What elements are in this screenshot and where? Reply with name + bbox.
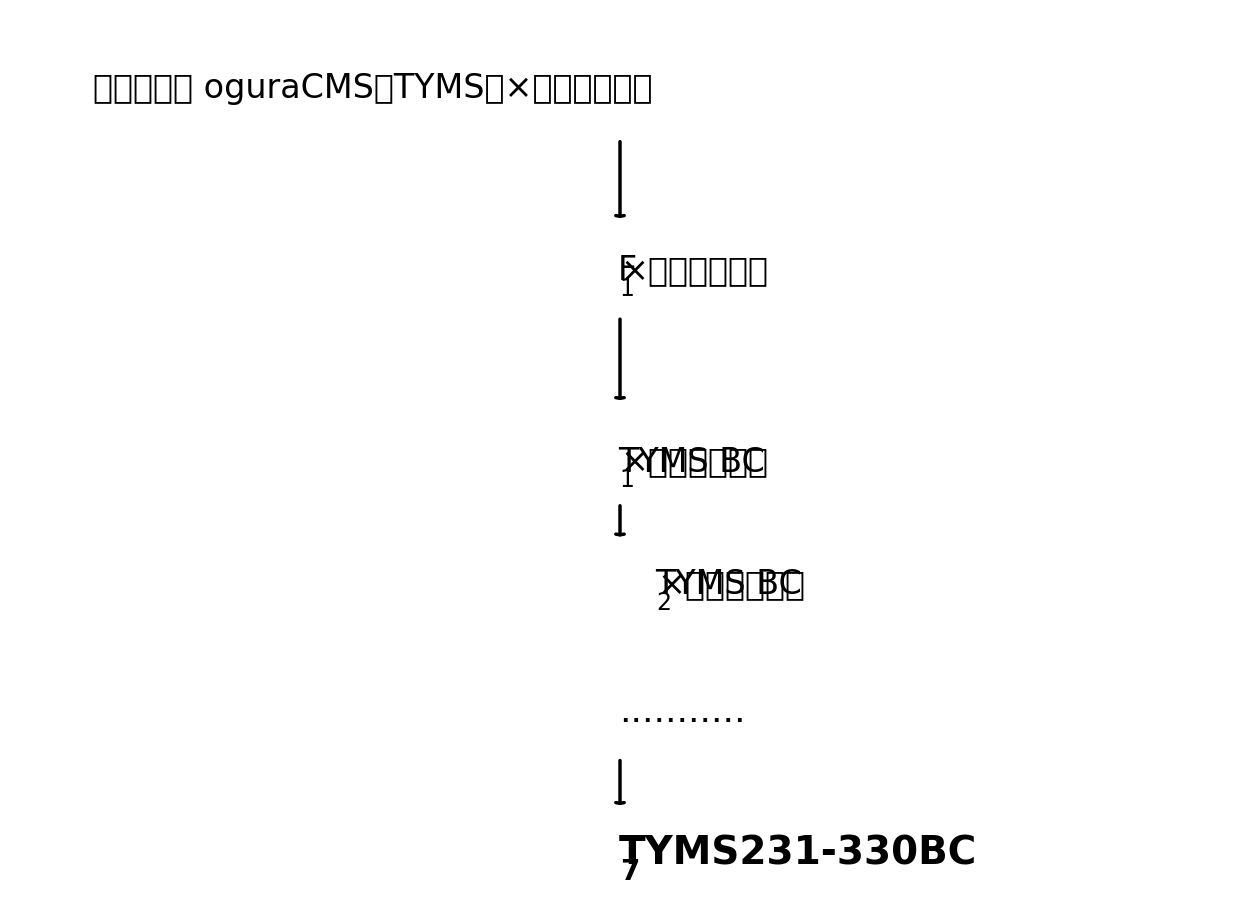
Text: ×（回交父本）: ×（回交父本） <box>621 445 769 479</box>
Text: F: F <box>618 254 637 287</box>
Text: TYMS BC: TYMS BC <box>655 568 801 602</box>
Text: 2: 2 <box>656 591 671 615</box>
Text: ×（回交父本）: ×（回交父本） <box>621 254 769 287</box>
Text: TYMS231-330BC: TYMS231-330BC <box>619 834 977 872</box>
Text: 1: 1 <box>619 468 634 492</box>
Text: 甘蓝型油菜 oguraCMS（TYMS）×（回交父本）: 甘蓝型油菜 oguraCMS（TYMS）×（回交父本） <box>93 72 652 105</box>
Text: 1: 1 <box>619 277 634 301</box>
Text: TYMS BC: TYMS BC <box>618 445 765 479</box>
Text: ...........: ........... <box>619 695 746 729</box>
Text: 7: 7 <box>620 857 640 885</box>
Text: ×（回交父本）: ×（回交父本） <box>657 568 806 602</box>
